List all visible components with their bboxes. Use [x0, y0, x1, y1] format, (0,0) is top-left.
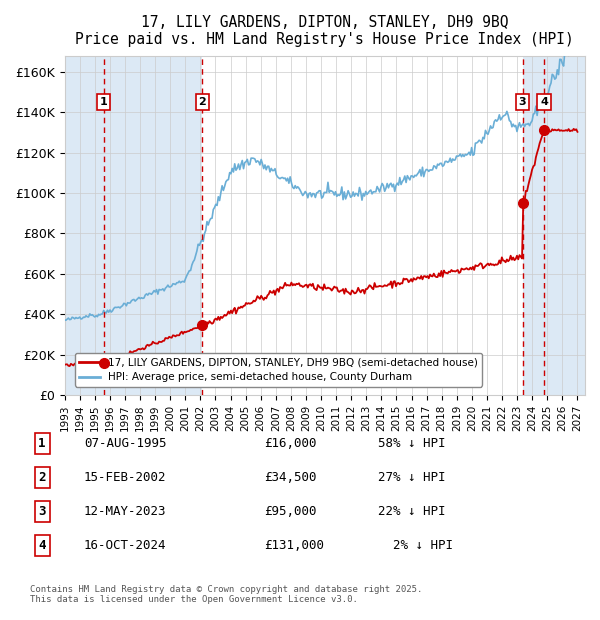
Text: 3: 3 — [38, 505, 46, 518]
Text: 15-FEB-2002: 15-FEB-2002 — [84, 471, 167, 484]
Legend: 17, LILY GARDENS, DIPTON, STANLEY, DH9 9BQ (semi-detached house), HPI: Average p: 17, LILY GARDENS, DIPTON, STANLEY, DH9 9… — [75, 353, 482, 387]
Text: £95,000: £95,000 — [264, 505, 317, 518]
Text: £131,000: £131,000 — [264, 539, 324, 552]
Text: 16-OCT-2024: 16-OCT-2024 — [84, 539, 167, 552]
Text: £34,500: £34,500 — [264, 471, 317, 484]
Text: 1: 1 — [38, 437, 46, 450]
Bar — [104, 56, 202, 395]
Text: Contains HM Land Registry data © Crown copyright and database right 2025.
This d: Contains HM Land Registry data © Crown c… — [30, 585, 422, 604]
Text: 3: 3 — [519, 97, 526, 107]
Text: 2% ↓ HPI: 2% ↓ HPI — [378, 539, 453, 552]
Text: 07-AUG-1995: 07-AUG-1995 — [84, 437, 167, 450]
Text: 58% ↓ HPI: 58% ↓ HPI — [378, 437, 445, 450]
Text: 22% ↓ HPI: 22% ↓ HPI — [378, 505, 445, 518]
Text: 12-MAY-2023: 12-MAY-2023 — [84, 505, 167, 518]
Text: £16,000: £16,000 — [264, 437, 317, 450]
Text: 1: 1 — [100, 97, 107, 107]
Text: 2: 2 — [38, 471, 46, 484]
Text: 4: 4 — [38, 539, 46, 552]
Text: 27% ↓ HPI: 27% ↓ HPI — [378, 471, 445, 484]
Bar — [65, 56, 104, 395]
Title: 17, LILY GARDENS, DIPTON, STANLEY, DH9 9BQ
Price paid vs. HM Land Registry's Hou: 17, LILY GARDENS, DIPTON, STANLEY, DH9 9… — [76, 15, 574, 47]
Bar — [544, 56, 585, 395]
Bar — [523, 56, 585, 395]
Text: 4: 4 — [540, 97, 548, 107]
Text: 2: 2 — [198, 97, 206, 107]
